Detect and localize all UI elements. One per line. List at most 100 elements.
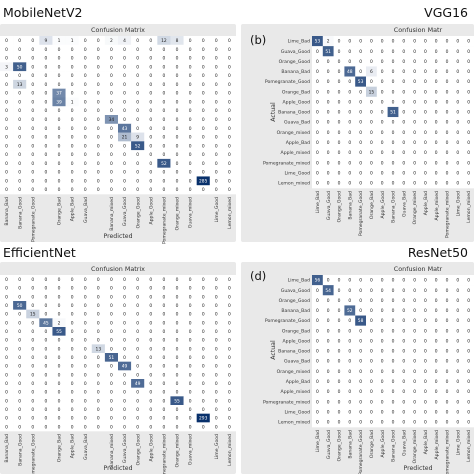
cell-value: 13 <box>17 82 23 88</box>
matrix-cell <box>463 76 474 87</box>
matrix-cell <box>39 167 53 177</box>
cell-value: 0 <box>456 278 459 284</box>
matrix-cell <box>170 396 184 406</box>
matrix-cell <box>420 295 432 306</box>
matrix-cell <box>183 88 197 98</box>
matrix-cell <box>13 79 27 89</box>
matrix-cell <box>366 325 378 337</box>
matrix-cell <box>387 177 399 189</box>
cell-value: 0 <box>58 372 61 378</box>
matrix-cell <box>157 132 171 142</box>
cell-value: 0 <box>71 47 74 53</box>
cell-value: 9 <box>44 38 47 44</box>
cell-value: 0 <box>370 110 373 116</box>
matrix-cell <box>322 386 334 397</box>
cell-value: 0 <box>424 79 427 85</box>
matrix-cell <box>131 71 145 81</box>
cell-value: 0 <box>215 170 218 176</box>
matrix-cell <box>398 345 410 357</box>
cell-value: 0 <box>392 49 395 55</box>
cell-value: 0 <box>123 178 126 184</box>
cell-value: 0 <box>338 110 341 116</box>
matrix-cell <box>366 386 378 397</box>
cell-value: 0 <box>424 420 427 426</box>
cell-value: 0 <box>176 82 179 88</box>
cell-value: 0 <box>176 381 179 387</box>
matrix-cell <box>26 301 40 310</box>
matrix-cell <box>209 422 224 432</box>
matrix-cell <box>170 344 184 354</box>
matrix-cell <box>157 97 171 107</box>
matrix-cell <box>387 366 399 377</box>
cell-value: 0 <box>467 160 470 166</box>
cell-value: 0 <box>5 82 8 88</box>
matrix-cell <box>322 96 334 108</box>
cell-value: 0 <box>446 298 449 304</box>
column-tick-label: Banana_mixed <box>109 434 115 468</box>
cell-value: 0 <box>136 294 139 300</box>
cell-value: 0 <box>392 409 395 415</box>
matrix-cell <box>196 71 211 81</box>
matrix-cell <box>322 396 334 408</box>
matrix-cell <box>78 275 93 284</box>
cell-value: 0 <box>97 126 100 132</box>
cell-value: 0 <box>189 303 192 309</box>
matrix-cell <box>312 396 324 408</box>
matrix-cell <box>91 176 106 186</box>
cell-value: 0 <box>435 420 438 426</box>
cell-value: 0 <box>136 312 139 318</box>
cell-value: 0 <box>348 420 351 426</box>
cell-value: 0 <box>58 398 61 404</box>
matrix-cell <box>65 106 79 116</box>
cell-value: 0 <box>327 120 330 126</box>
cell-value: 0 <box>370 420 373 426</box>
matrix-cell <box>144 71 158 81</box>
matrix-cell <box>312 275 324 286</box>
cell-value: 0 <box>5 398 8 404</box>
matrix-cell <box>312 295 324 306</box>
matrix-cell <box>131 141 145 151</box>
cell-value: 0 <box>189 338 192 344</box>
cell-value: 0 <box>176 329 179 335</box>
cell-value: 0 <box>44 424 47 430</box>
matrix-cell <box>376 167 388 179</box>
matrix-cell <box>170 106 184 116</box>
matrix-cell <box>78 413 93 423</box>
cell-value: 0 <box>97 286 100 292</box>
matrix-cell <box>430 305 442 316</box>
matrix-cell <box>0 344 14 354</box>
cell-value: 0 <box>228 416 231 422</box>
cell-value: 0 <box>413 308 416 314</box>
cell-value: 0 <box>136 416 139 422</box>
matrix-cell <box>131 353 145 362</box>
matrix-cell <box>104 62 119 72</box>
matrix-cell <box>157 283 171 293</box>
cell-value: 0 <box>381 399 384 405</box>
cell-value: 49 <box>135 381 141 387</box>
matrix-cell <box>196 79 211 89</box>
matrix-cell <box>387 396 399 408</box>
column-tick-label: Banana_Bad <box>347 191 353 220</box>
cell-value: 0 <box>446 318 449 324</box>
matrix-cell <box>157 53 171 63</box>
matrix-cell <box>26 335 40 345</box>
matrix-cell <box>355 315 367 326</box>
matrix-cell <box>452 96 464 108</box>
cell-value: 0 <box>316 369 319 375</box>
matrix-cell <box>322 56 334 67</box>
cell-value: 0 <box>202 407 205 413</box>
matrix-cell <box>333 96 345 108</box>
cell-value: 0 <box>176 416 179 422</box>
cell-value: 0 <box>58 64 61 70</box>
cell-value: 0 <box>338 298 341 304</box>
matrix-cell <box>170 115 184 125</box>
row-tick-label: Banana_Bad <box>281 308 310 314</box>
cell-value: 0 <box>424 170 427 176</box>
cell-value: 0 <box>136 108 139 114</box>
matrix-cell <box>196 36 211 46</box>
column-tick-label: Guava_Good <box>326 191 332 220</box>
cell-value: 0 <box>424 338 427 344</box>
matrix-cell <box>333 345 345 357</box>
matrix-cell <box>196 353 211 362</box>
